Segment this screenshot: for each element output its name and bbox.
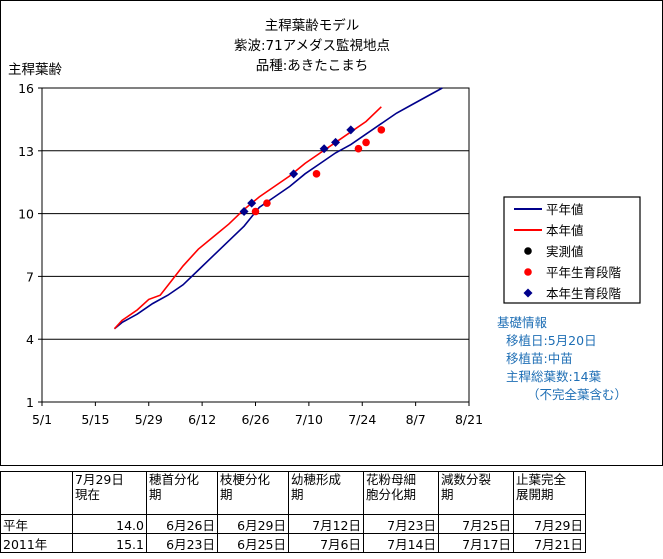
x-tick-label: 5/29 — [135, 412, 163, 427]
table-header-cell: 7月29日 現在 — [72, 471, 147, 515]
honnen-stage-marker — [239, 207, 249, 217]
table-header-cell — [0, 471, 73, 515]
legend-label: 本年値 — [546, 223, 584, 238]
heinen-stage-marker — [263, 199, 271, 207]
basic-info-title: 基礎情報 — [497, 315, 548, 330]
x-tick-label: 7/10 — [295, 412, 323, 427]
table-header-cell: 穂首分化期 — [146, 471, 218, 515]
info-note: （不完全葉含む） — [527, 387, 628, 402]
honnen-stage-marker — [247, 198, 257, 208]
table-cell: 7月17日 — [438, 533, 514, 553]
legend-swatch — [524, 268, 532, 276]
heinen-stage-marker — [362, 138, 370, 147]
table-cell: 6月26日 — [146, 514, 218, 534]
honnen-stage-marker — [346, 125, 356, 135]
table-header-cell: 止葉完全 展開期 — [513, 471, 586, 515]
table-cell: 7月29日 — [513, 514, 586, 534]
legend-label: 本年生育段階 — [546, 286, 622, 301]
series-line — [113, 87, 443, 330]
table-cell: 7月25日 — [438, 514, 514, 534]
table-row: 2011年 15.1 6月23日 6月25日 7月6日 7月14日 7月17日 … — [0, 533, 586, 553]
x-tick-label: 5/15 — [81, 412, 109, 427]
row-label: 平年 — [0, 514, 73, 534]
x-tick-label: 6/26 — [241, 412, 269, 427]
table-cell: 7月6日 — [288, 533, 364, 553]
legend-label: 平年生育段階 — [546, 265, 622, 280]
table-header-cell: 枝梗分化期 — [217, 471, 289, 515]
legend-swatch — [523, 288, 533, 298]
leaf-age-chart: 1 4 7 10 13 16 5/1 5/15 5/29 6/12 6/26 7/10 7/24 8/7 8… — [8, 17, 641, 427]
table-cell: 7月21日 — [513, 533, 586, 553]
chart-title-line: 紫波:71アメダス監視地点 — [234, 37, 390, 54]
legend-swatch — [524, 247, 532, 255]
y-tick-label: 1 — [26, 395, 34, 410]
table-cell: 6月23日 — [146, 533, 218, 553]
table-row: 平年 14.0 6月26日 6月29日 7月12日 7月23日 7月25日 7月… — [0, 514, 586, 534]
table-header-cell: 花粉母細 胞分化期 — [363, 471, 439, 515]
info-seedling-type: 移植苗:中苗 — [506, 351, 573, 366]
honnen-stage-marker — [331, 137, 341, 147]
legend-label: 平年値 — [546, 202, 584, 217]
heinen-stage-marker — [312, 170, 321, 178]
table-cell: 6月25日 — [217, 533, 289, 553]
table-cell: 14.0 — [72, 514, 147, 534]
chart-title-line: 品種:あきたこまち — [256, 58, 369, 74]
x-tick-label: 8/21 — [455, 412, 483, 427]
table-cell: 6月29日 — [217, 514, 289, 534]
y-tick-label: 13 — [18, 144, 34, 159]
y-tick-label: 16 — [18, 81, 34, 96]
basic-info-panel: 基礎情報 移植日:5月20日 移植苗:中苗 主稈総葉数:14葉 （不完全葉含む） — [497, 314, 627, 404]
info-transplant-date: 移植日:5月20日 — [506, 333, 597, 348]
growth-stage-table: 7月29日 現在 穂首分化期 枝梗分化期 幼穂形成期 花粉母細 胞分化期 減数分裂期… — [0, 471, 586, 553]
x-tick-label: 7/24 — [348, 412, 376, 427]
x-tick-label: 6/12 — [188, 412, 216, 427]
table-cell: 15.1 — [72, 533, 147, 553]
y-axis-label: 主稈葉齢 — [8, 62, 62, 78]
y-tick-label: 4 — [26, 332, 34, 347]
plot-area — [41, 87, 470, 403]
chart-title-line: 主稈葉齢モデル — [265, 17, 360, 34]
y-tick-label: 7 — [26, 269, 34, 284]
row-label: 2011年 — [0, 533, 73, 553]
table-cell: 7月12日 — [288, 514, 364, 534]
heinen-stage-marker — [251, 207, 260, 216]
honnen-stage-marker — [319, 144, 329, 154]
table-cell: 7月23日 — [363, 514, 439, 534]
honnen-stage-marker — [289, 169, 299, 179]
table-header-cell: 減数分裂期 — [438, 471, 514, 515]
info-total-leaves: 主稈総葉数:14葉 — [506, 369, 602, 384]
x-tick-label: 5/1 — [32, 412, 52, 427]
table-header-row: 7月29日 現在 穂首分化期 枝梗分化期 幼穂形成期 花粉母細 胞分化期 減数分裂期… — [0, 471, 586, 515]
heinen-stage-marker — [377, 126, 386, 134]
heinen-stage-marker — [354, 144, 363, 153]
table-cell: 7月14日 — [363, 533, 439, 553]
y-tick-label: 10 — [18, 207, 34, 222]
x-tick-label: 8/7 — [406, 412, 426, 427]
table-header-cell: 幼穂形成期 — [288, 471, 364, 515]
legend-label: 実測値 — [546, 244, 584, 259]
